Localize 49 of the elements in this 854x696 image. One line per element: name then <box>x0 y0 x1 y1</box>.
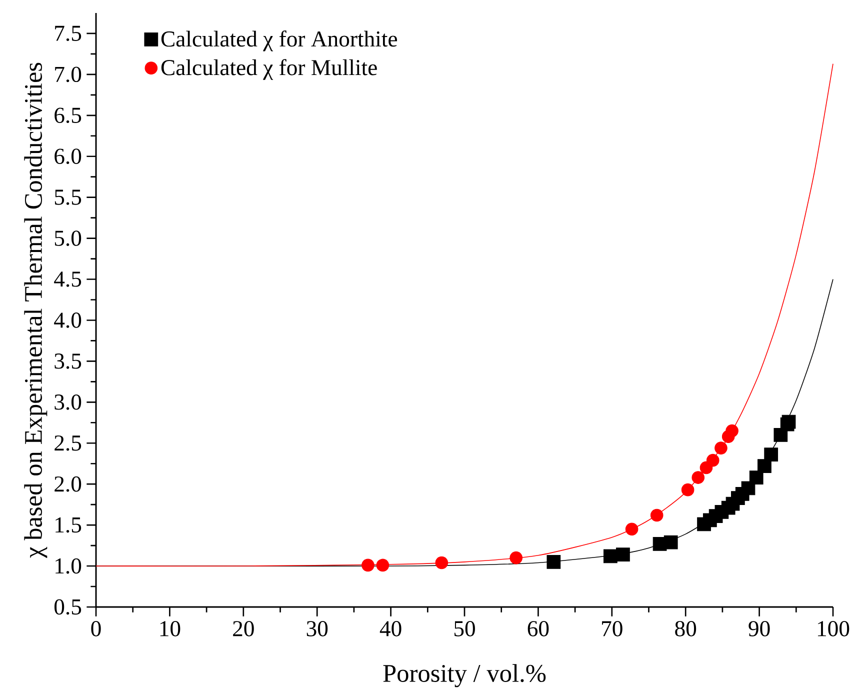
point <box>681 483 694 496</box>
y-tick-label: 2.0 <box>54 476 82 492</box>
y-tick-label: 3.0 <box>54 394 82 410</box>
point <box>510 551 522 564</box>
y-tick-label: 1.0 <box>56 558 82 574</box>
x-tick-label: 80 <box>675 621 696 636</box>
x-tick-label: 10 <box>160 621 180 636</box>
x-tick-label: 90 <box>748 621 770 636</box>
point <box>758 459 772 473</box>
y-tick-label: 2.5 <box>54 435 82 451</box>
x-tick-label: 20 <box>233 621 254 636</box>
point <box>435 556 448 570</box>
y-tick-label: 3.5 <box>54 354 82 369</box>
y-tick-label: 5.5 <box>54 190 82 205</box>
y-tick-label: 0.5 <box>54 599 82 615</box>
y-tick-label: 4.5 <box>54 272 82 287</box>
y-tick-label: 4.0 <box>54 312 82 328</box>
x-tick-label: 40 <box>380 621 402 636</box>
point <box>546 554 561 569</box>
x-axis-title: Porosity / vol.% <box>383 664 546 688</box>
x-tick-label: 100 <box>818 621 850 636</box>
x-tick-label: 60 <box>528 621 549 636</box>
point <box>376 558 390 572</box>
point <box>714 442 728 454</box>
y-tick-label: 7.5 <box>55 26 82 42</box>
x-tick-label: 30 <box>306 621 328 636</box>
y-tick-label: 6.0 <box>54 148 82 164</box>
point <box>650 508 664 522</box>
x-tick-label: 0 <box>91 621 101 636</box>
point <box>749 470 764 484</box>
point <box>782 414 796 429</box>
legend-label: Calculated χ for Mullite <box>161 59 377 80</box>
x-tick-label: 70 <box>602 621 622 636</box>
y-tick-label: 1.5 <box>56 517 82 533</box>
x-tick-label: 50 <box>454 621 475 636</box>
y-tick-label: 7.0 <box>55 66 82 82</box>
y-tick-label: 5.0 <box>54 230 82 246</box>
y-tick-label: 6.5 <box>54 108 82 124</box>
point <box>726 424 738 438</box>
point <box>616 548 630 562</box>
point <box>764 448 778 462</box>
point <box>362 558 374 572</box>
point <box>706 454 720 467</box>
y-axis-title: χ based on Experimental Thermal Conductivities <box>24 62 48 558</box>
point <box>692 471 705 484</box>
legend-label: Calculated χ for Anorthite <box>161 30 398 52</box>
point <box>625 522 638 536</box>
point <box>603 549 618 564</box>
point <box>664 535 678 550</box>
